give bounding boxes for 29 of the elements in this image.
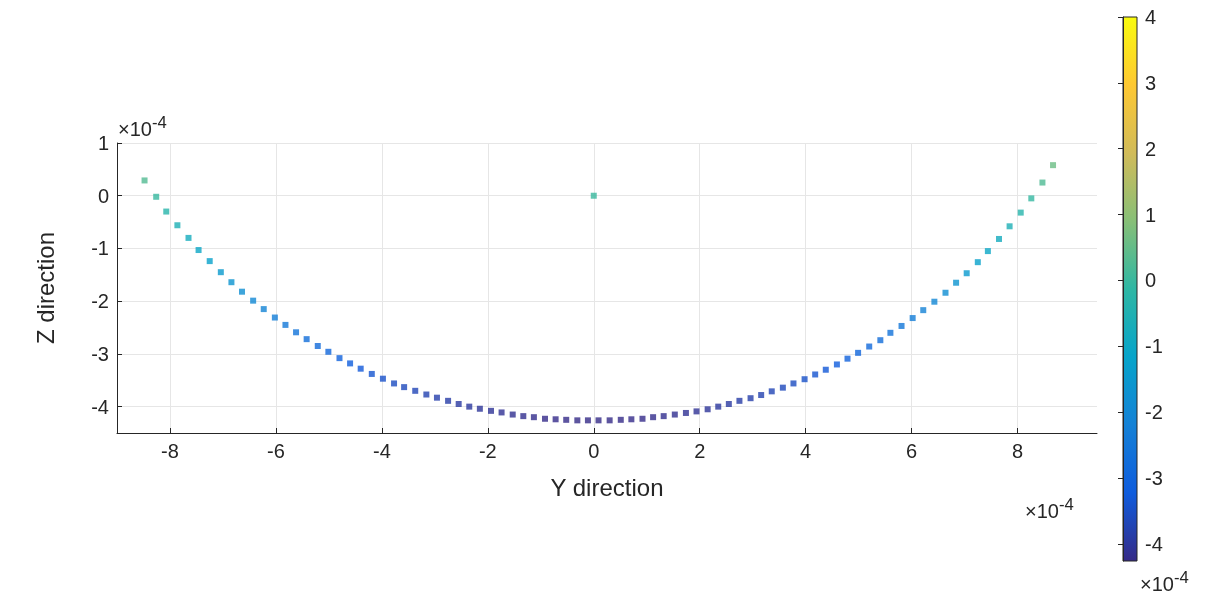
text: ×10$^{-4}$ <box>1140 568 1189 596</box>
y-tick-label: 1 <box>97 132 109 154</box>
color-bar-label: -4 <box>1145 532 1163 555</box>
x-tick-label: -8 <box>161 440 179 462</box>
color-bar-label: 2 <box>1145 137 1157 160</box>
y-axis-title: Z direction <box>31 231 59 345</box>
text: ×10$^{-4}$ <box>118 113 167 141</box>
x-tick-label: 0 <box>588 440 600 462</box>
x-tick-label: 8 <box>1011 440 1024 462</box>
text: ×10$^{-4}$ <box>1025 495 1074 523</box>
y-tick-label: -4 <box>91 395 109 418</box>
x-tick-label: -2 <box>478 440 497 462</box>
y-tick-label: 0 <box>97 184 109 207</box>
x-axis-title: Y direction <box>550 473 664 501</box>
y-tick-label: -3 <box>91 342 109 365</box>
color-bar-label: -2 <box>1145 401 1163 424</box>
color-bar-label: -1 <box>1145 335 1163 358</box>
x-tick-label: -4 <box>372 440 391 462</box>
y-tick-label: -2 <box>91 290 109 313</box>
color-bar-label: 1 <box>1145 203 1157 226</box>
x-tick-label: 2 <box>694 440 706 462</box>
color-bar-label: 0 <box>1145 269 1157 292</box>
x-tick-label: 6 <box>906 440 918 462</box>
color-bar-label: -3 <box>1145 467 1163 490</box>
color-bar-label: 4 <box>1145 6 1157 28</box>
x-tick-label: -6 <box>267 440 285 462</box>
y-tick-label: -1 <box>91 237 109 260</box>
x-tick-label: 4 <box>800 440 812 462</box>
color-bar-label: 3 <box>1145 71 1157 94</box>
